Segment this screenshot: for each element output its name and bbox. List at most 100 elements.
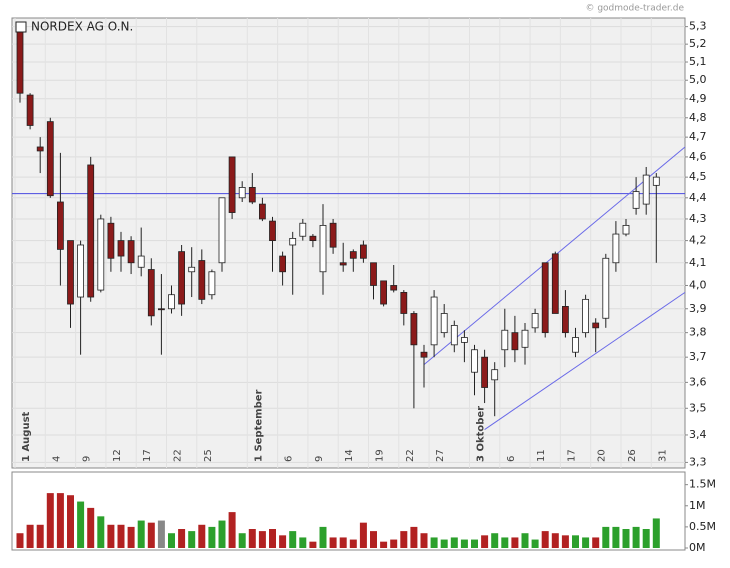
x-tick-label: 20 — [597, 449, 608, 462]
x-tick-label: 22 — [405, 449, 416, 462]
x-tick-label: 26 — [627, 449, 638, 462]
candle-body — [349, 251, 357, 259]
candle-body — [147, 269, 155, 317]
x-tick-label: 9 — [314, 456, 325, 462]
x-tick-label: 22 — [173, 449, 184, 462]
candle-body — [359, 244, 367, 259]
y-tick-label: 4,7 — [689, 130, 707, 143]
x-tick-label: 4 — [51, 456, 62, 462]
chart-title: NORDEX AG O.N. — [31, 20, 133, 34]
candle-body — [582, 298, 589, 334]
y-tick-label: 4,0 — [689, 278, 707, 291]
volume-bar — [531, 539, 539, 548]
volume-bar — [380, 541, 388, 548]
y-tick-label: 4,3 — [689, 212, 707, 225]
candle-body — [339, 262, 347, 266]
volume-bar — [521, 533, 529, 548]
volume-bar — [279, 535, 287, 548]
trend-line — [484, 291, 686, 430]
volume-bar — [501, 537, 509, 548]
volume-bar — [127, 526, 135, 548]
x-tick-label: 11 — [536, 449, 547, 462]
y-tick-label: 5,0 — [689, 73, 707, 86]
volume-bar — [16, 533, 24, 548]
marks — [12, 26, 686, 548]
volume-bar — [440, 539, 448, 548]
volume-bar — [460, 539, 468, 548]
volume-bar — [491, 533, 499, 548]
volume-bar — [46, 493, 54, 548]
volume-bar — [198, 524, 206, 548]
volume-bar — [481, 535, 489, 548]
candle-body — [188, 266, 196, 273]
volume-bar — [541, 531, 549, 548]
candle-body — [531, 313, 539, 329]
y-tick-label: 4,5 — [689, 170, 707, 183]
volume-bar — [572, 535, 579, 548]
candle-body — [652, 176, 660, 186]
volume-bar — [228, 512, 236, 548]
candle-body — [178, 251, 186, 305]
y-tick-label: 3,4 — [689, 428, 707, 441]
legend-box — [15, 21, 27, 33]
candle-body — [400, 291, 408, 314]
candle-body — [440, 313, 448, 334]
candle-body — [450, 325, 458, 346]
y-tick-label: 5,3 — [689, 20, 707, 33]
candle-body — [481, 356, 489, 388]
volume-bar — [582, 537, 590, 548]
volume-bar — [26, 524, 34, 548]
y-tick-label: 4,8 — [689, 111, 707, 124]
y-tick-label: 4,6 — [689, 150, 707, 163]
volume-bar — [309, 541, 317, 548]
volume-bar — [370, 531, 377, 548]
volume-bar — [289, 531, 297, 548]
candle-body — [612, 233, 620, 264]
candle-body — [16, 29, 24, 94]
candle-body — [87, 164, 95, 298]
candle-body — [562, 306, 569, 334]
x-tick-label: 27 — [435, 449, 446, 462]
volume-bar — [400, 531, 408, 548]
volume-bar — [299, 537, 307, 548]
volume-bar — [359, 522, 367, 548]
x-tick-label: 25 — [203, 449, 214, 462]
candle-body — [491, 369, 499, 381]
candle-body — [168, 294, 175, 310]
candle-body — [279, 255, 287, 273]
volume-bar — [622, 529, 630, 548]
y-tick-label: 0.5M — [689, 520, 716, 533]
volume-bar — [269, 529, 276, 548]
volume-bar — [551, 533, 559, 548]
x-tick-label: 9 — [82, 456, 93, 462]
y-tick-label: 3,5 — [689, 401, 707, 414]
volume-bar — [612, 526, 620, 548]
x-tick-label: 6 — [284, 456, 295, 462]
volume-bar — [319, 526, 327, 548]
candle-body — [602, 257, 610, 319]
x-tick-label: 14 — [344, 449, 355, 462]
candle-body — [319, 224, 327, 273]
volume-bar — [511, 537, 519, 548]
x-tick-label: 17 — [142, 449, 153, 462]
candle-body — [157, 308, 165, 311]
candle-body — [471, 349, 478, 373]
volume-bar — [56, 493, 64, 548]
y-tick-label: 0M — [689, 541, 706, 554]
volume-bar — [450, 537, 458, 548]
y-tick-label: 3,6 — [689, 375, 707, 388]
candle-body — [208, 271, 216, 296]
candle-body — [541, 262, 549, 334]
volume-bar — [107, 524, 115, 548]
candle-body — [117, 240, 125, 257]
y-tick-label: 4,2 — [689, 234, 707, 247]
volume-bar — [97, 516, 105, 548]
candle-body — [36, 146, 44, 152]
candle-body — [572, 337, 579, 353]
x-tick-label: 6 — [506, 456, 517, 462]
y-tick-label: 4,4 — [689, 191, 707, 204]
candle-body — [551, 253, 559, 314]
volume-bar — [258, 531, 266, 548]
candle-body — [57, 201, 64, 250]
